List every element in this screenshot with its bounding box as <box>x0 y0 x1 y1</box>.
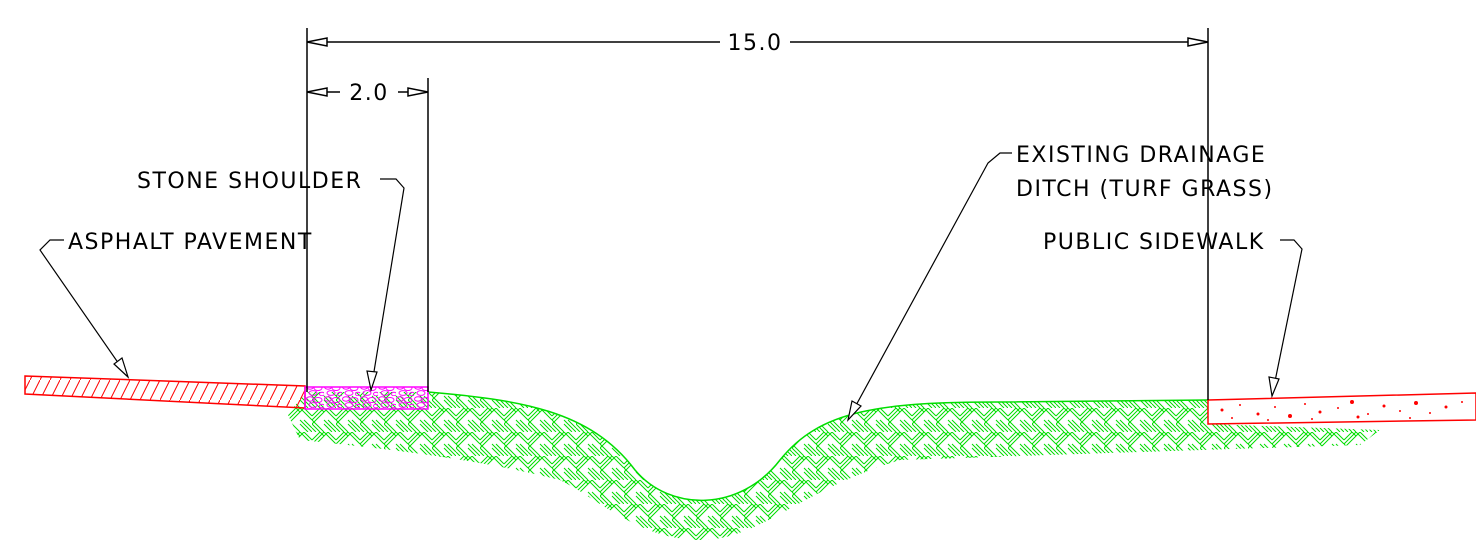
dimension-shoulder-text: 2.0 <box>349 81 389 106</box>
label-drainage-line1: EXISTING DRAINAGE <box>1016 143 1266 168</box>
public-sidewalk <box>1207 392 1476 425</box>
turf-grass-fill <box>288 392 1380 540</box>
dimension-overall <box>306 37 1209 47</box>
leader-public-sidewalk <box>1268 239 1303 399</box>
dimension-shoulder <box>306 87 429 97</box>
label-drainage-line2: DITCH (TURF GRASS) <box>1016 177 1274 202</box>
label-stone-shoulder: STONE SHOULDER <box>137 169 362 194</box>
extension-lines <box>306 28 1209 400</box>
leader-stone-shoulder <box>366 178 405 393</box>
leader-asphalt-pavement <box>39 239 130 379</box>
leader-drainage-ditch <box>846 152 1012 422</box>
asphalt-pavement <box>24 375 306 409</box>
sidewalk-speckle <box>1220 400 1463 421</box>
label-public-sidewalk: PUBLIC SIDEWALK <box>1043 230 1265 255</box>
stone-shoulder <box>304 386 429 410</box>
dimension-overall-text: 15.0 <box>728 31 783 56</box>
ground-surface-line <box>427 391 1209 501</box>
label-asphalt-pavement: ASPHALT PAVEMENT <box>68 230 313 255</box>
